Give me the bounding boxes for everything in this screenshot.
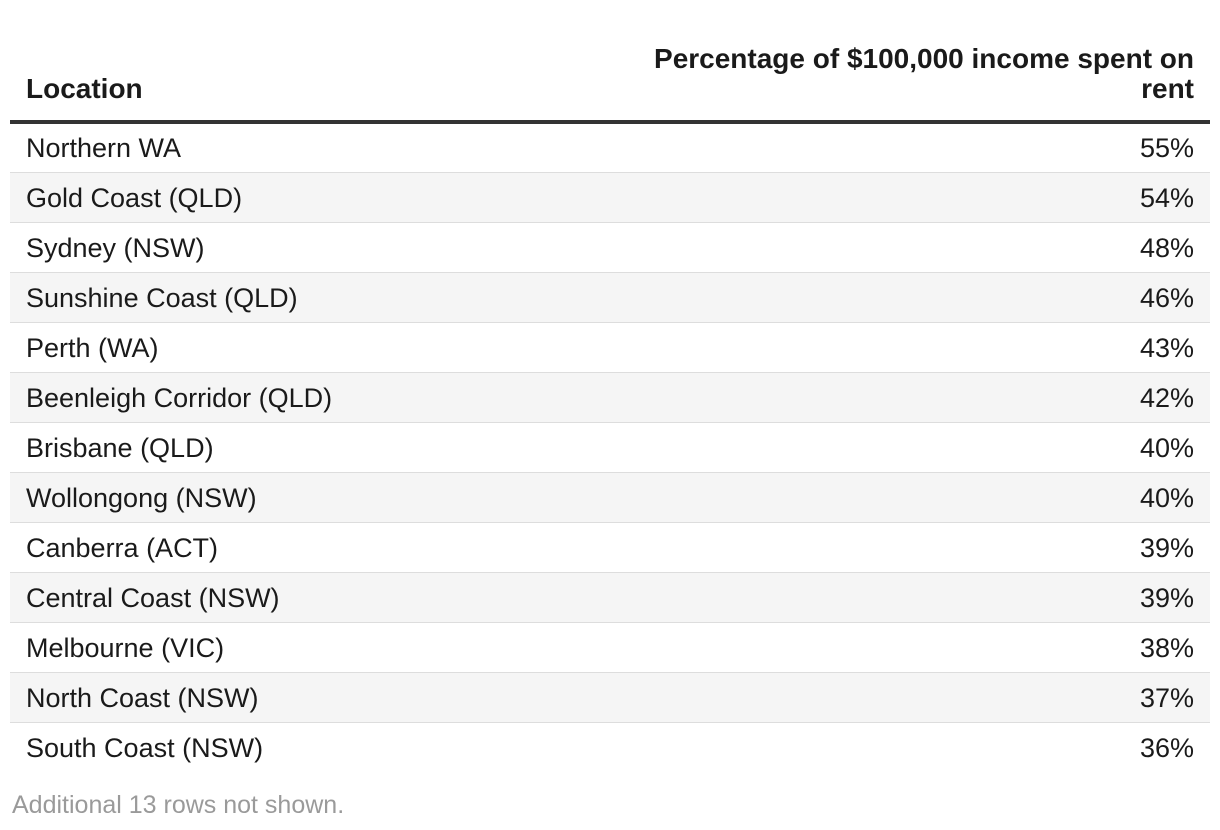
cell-location: Brisbane (QLD) (26, 432, 214, 463)
cell-location: North Coast (NSW) (26, 682, 259, 713)
table-row: Wollongong (NSW) 40% (10, 472, 1210, 523)
cell-location: Gold Coast (QLD) (26, 182, 243, 213)
table-row: North Coast (NSW) 37% (10, 672, 1210, 723)
table-header: Location Percentage of $100,000 income s… (10, 0, 1210, 124)
cell-location: Wollongong (NSW) (26, 482, 257, 513)
table-row: Sydney (NSW) 48% (10, 223, 1210, 273)
cell-percentage: 48% (1139, 232, 1194, 263)
rent-percentage-table: Location Percentage of $100,000 income s… (10, 0, 1210, 773)
table-row: Central Coast (NSW) 39% (10, 572, 1210, 623)
cell-percentage: 55% (1139, 133, 1194, 163)
table-row: Sunshine Coast (QLD) 46% (10, 272, 1210, 323)
column-header-percentage-label: Percentage of $100,000 income spent on r… (654, 43, 1194, 104)
cell-percentage: 46% (1139, 282, 1194, 313)
data-table-container: Location Percentage of $100,000 income s… (10, 0, 1210, 773)
table-row: Brisbane (QLD) 40% (10, 423, 1210, 473)
cell-location: Central Coast (NSW) (26, 582, 280, 613)
cell-location: South Coast (NSW) (26, 732, 264, 763)
footnote-rows-not-shown: Additional 13 rows not shown. (12, 791, 345, 819)
cell-percentage: 38% (1139, 632, 1194, 663)
cell-percentage: 43% (1139, 332, 1194, 363)
cell-location: Northern WA (26, 133, 182, 163)
cell-location: Sydney (NSW) (26, 232, 205, 263)
table-row: Beenleigh Corridor (QLD) 42% (10, 372, 1210, 423)
cell-location: Sunshine Coast (QLD) (26, 282, 298, 313)
column-header-location[interactable]: Location (10, 0, 610, 124)
table-row: Melbourne (VIC) 38% (10, 623, 1210, 673)
cell-percentage: 37% (1139, 682, 1194, 713)
cell-percentage: 36% (1139, 732, 1194, 763)
column-header-percentage[interactable]: Percentage of $100,000 income spent on r… (610, 0, 1210, 124)
cell-location: Perth (WA) (26, 332, 159, 363)
table-row: Gold Coast (QLD) 54% (10, 172, 1210, 223)
cell-percentage: 42% (1139, 382, 1194, 413)
cell-percentage: 39% (1139, 532, 1194, 563)
table-row: Northern WA 55% (10, 122, 1210, 173)
cell-location: Canberra (ACT) (26, 532, 219, 563)
table-row: South Coast (NSW) 36% (10, 723, 1210, 773)
table-row: Perth (WA) 43% (10, 323, 1210, 373)
header-row: Location Percentage of $100,000 income s… (10, 0, 1210, 124)
cell-percentage: 40% (1139, 432, 1194, 463)
cell-location: Melbourne (VIC) (26, 632, 225, 663)
cell-percentage: 39% (1139, 582, 1194, 613)
cell-location: Beenleigh Corridor (QLD) (26, 382, 333, 413)
table-row: Canberra (ACT) 39% (10, 523, 1210, 573)
table-body: Northern WA 55% Gold Coast (QLD) 54% Sydney … (10, 122, 1210, 773)
cell-percentage: 40% (1139, 482, 1194, 513)
cell-percentage: 54% (1139, 182, 1194, 213)
